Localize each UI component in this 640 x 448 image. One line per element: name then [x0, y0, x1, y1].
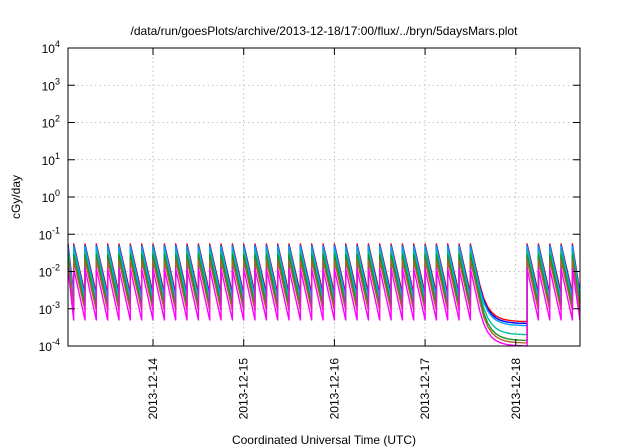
- y-tick-label: 10-2: [39, 263, 60, 280]
- grid-lines: [68, 48, 580, 346]
- x-tick-label: 2013-12-18: [509, 358, 523, 420]
- y-axis-label: cGy/day: [9, 175, 23, 219]
- x-tick-label: 2013-12-16: [327, 358, 341, 420]
- y-tick-label: 10-3: [39, 300, 60, 317]
- series-line-7: [67, 267, 581, 347]
- y-tick-label: 100: [42, 188, 60, 205]
- y-tick-label: 102: [42, 114, 60, 131]
- series-line-5: [67, 254, 581, 342]
- y-tick-labels: 10-4 10-3 10-2 10-1 100 101 102 103 104: [39, 39, 60, 354]
- x-tick-label: 2013-12-14: [146, 358, 160, 420]
- x-tick-label: 2013-12-17: [418, 358, 432, 420]
- y-tick-label: 10-1: [39, 225, 60, 242]
- y-tick-label: 104: [42, 39, 60, 56]
- x-axis-label: Coordinated Universal Time (UTC): [232, 433, 416, 447]
- series-lines: [67, 243, 581, 347]
- y-tick-label: 10-4: [39, 337, 60, 354]
- x-tick-label: 2013-12-15: [237, 358, 251, 420]
- y-tick-label: 101: [42, 151, 60, 168]
- tick-marks: [68, 47, 580, 347]
- chart-title: /data/run/goesPlots/archive/2013-12-18/1…: [131, 24, 519, 38]
- x-tick-labels: 2013-12-14 2013-12-15 2013-12-16 2013-12-17…: [146, 358, 523, 420]
- y-tick-label: 103: [42, 76, 60, 93]
